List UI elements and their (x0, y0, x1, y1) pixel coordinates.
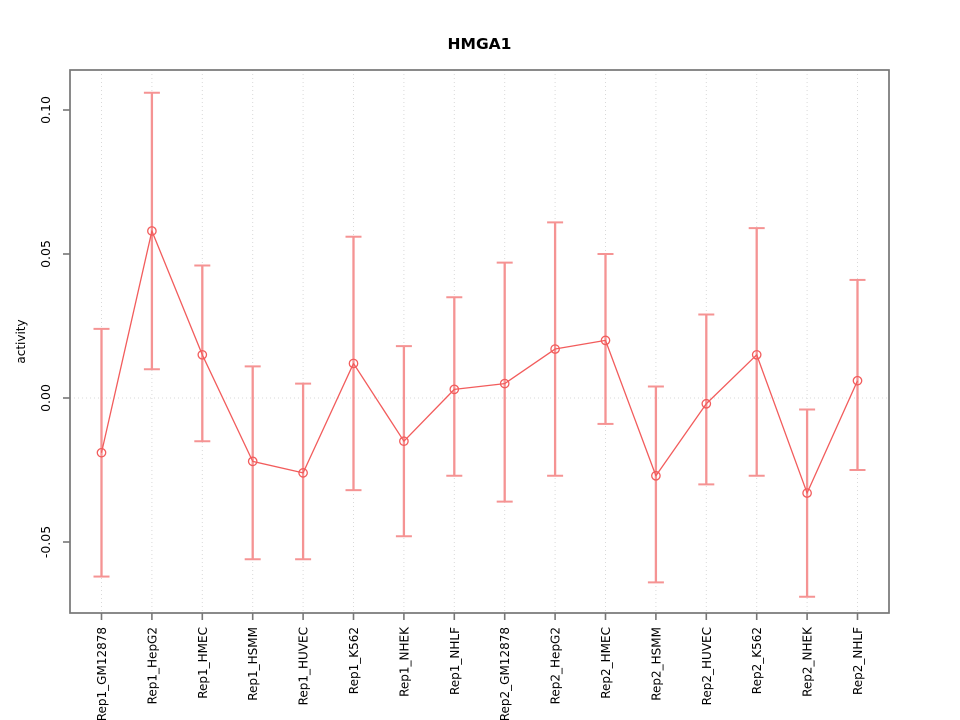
gridlines (70, 70, 889, 613)
series-line (100, 230, 859, 494)
x-tick-label: Rep1_HMEC (196, 627, 210, 699)
x-tick-label: Rep1_HSMM (246, 627, 260, 701)
x-tick-label: Rep1_HUVEC (297, 627, 311, 705)
x-tick-label: Rep1_GM12878 (95, 627, 109, 720)
x-tick-labels: Rep1_GM12878 Rep1_HepG2 Rep1_HMEC Rep1_HSMM… (95, 626, 865, 720)
data-point (600, 335, 611, 346)
error-bars (93, 91, 866, 598)
x-tick-label: Rep2_K562 (750, 627, 764, 694)
y-tick-label: 0.10 (38, 96, 53, 124)
data-point (399, 436, 409, 447)
y-tick-labels: -0.05 0.00 0.05 0.10 (38, 96, 53, 558)
x-tick-label: Rep1_HepG2 (145, 627, 159, 704)
plot-border (69, 69, 890, 614)
x-tick-label: Rep1_K562 (347, 627, 361, 694)
x-tick-label: Rep2_NHLF (851, 627, 865, 695)
data-point (852, 375, 863, 386)
data-point (550, 344, 560, 354)
data-point (802, 488, 812, 498)
x-tick-label: Rep1_NHLF (448, 627, 462, 695)
axes (63, 69, 890, 620)
x-tick-label: Rep1_NHEK (397, 626, 411, 697)
data-point (701, 398, 712, 409)
data-point (651, 470, 661, 481)
data-point (96, 447, 107, 458)
chart-title: HMGA1 (448, 35, 512, 53)
data-point (298, 468, 308, 478)
data-point (751, 349, 762, 360)
x-tick-label: Rep2_HUVEC (700, 627, 714, 705)
x-tick-label: Rep2_HMEC (599, 627, 613, 699)
data-point (449, 384, 460, 395)
x-tick-label: Rep2_HepG2 (549, 627, 563, 704)
y-tick-label: 0.05 (38, 240, 53, 268)
data-points (96, 226, 863, 498)
y-tick-label: 0.00 (38, 384, 53, 412)
x-tick-label: Rep2_GM12878 (498, 627, 512, 720)
data-point (247, 456, 258, 467)
data-point (348, 358, 359, 369)
data-point (147, 226, 157, 236)
data-point (197, 349, 208, 360)
y-axis-label: activity (14, 319, 28, 363)
x-tick-label: Rep2_HSMM (649, 627, 663, 701)
y-tick-label: -0.05 (38, 526, 53, 558)
x-tick-label: Rep2_NHEK (801, 626, 815, 697)
data-point (499, 378, 510, 389)
series-line-group (100, 230, 859, 494)
